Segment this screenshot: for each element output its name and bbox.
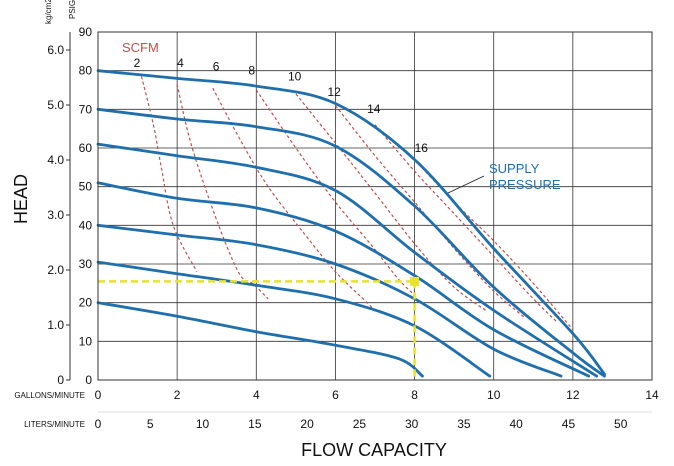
y2-tick-label: 0: [57, 373, 64, 387]
x-tick-label: 8: [411, 388, 418, 402]
scfm-curve-4: [176, 84, 269, 300]
x2-tick-label: 30: [405, 417, 419, 431]
supply-pressure-label-line1: SUPPLY: [489, 161, 540, 176]
x-tick-label: 6: [332, 388, 339, 402]
supply-curve-2: [96, 107, 606, 378]
x2-tick-label: 0: [95, 417, 102, 431]
y2-tick-label: 5.0: [47, 98, 64, 112]
x2-tick-label: 5: [147, 417, 154, 431]
supply-pressure-curves: [96, 69, 606, 378]
x2-unit-label: LITERS/MINUTE: [24, 420, 85, 429]
y-tick-label: 80: [79, 64, 93, 78]
y-tick-label: 90: [79, 25, 93, 39]
scfm-curve-14: [374, 124, 558, 323]
x-tick-label: 4: [253, 388, 260, 402]
supply-curve-3: [96, 142, 598, 378]
x-unit-label: GALLONS/MINUTE: [14, 391, 85, 400]
scfm-curve-10: [295, 93, 487, 311]
y2-tick-label: 4.0: [47, 153, 64, 167]
supply-pressure-label-line2: PRESSURE: [489, 177, 561, 192]
supply-pressure-pointer: [447, 175, 485, 194]
y-tick-label: 30: [79, 257, 93, 271]
x-tick-label: 2: [174, 388, 181, 402]
supply-curve-4: [96, 181, 591, 378]
y2-tick-label: 6.0: [47, 43, 64, 57]
y2-tick-label: 2.0: [47, 263, 64, 277]
y-tick-label: 0: [85, 373, 92, 387]
scfm-curve-label-6: 6: [213, 60, 220, 74]
scfm-curve-label-12: 12: [328, 85, 342, 99]
x2-tick-label: 35: [457, 417, 471, 431]
scfm-curve-label-8: 8: [248, 64, 255, 78]
x-tick-label: 12: [566, 388, 580, 402]
x2-tick-label: 20: [300, 417, 314, 431]
y-tick-label: 60: [79, 141, 93, 155]
plot-frame: [97, 31, 653, 381]
x2-tick-label: 40: [510, 417, 524, 431]
scfm-curve-2: [140, 76, 198, 272]
scfm-curve-label-2: 2: [134, 56, 141, 70]
x2-tick-label: 50: [614, 417, 628, 431]
x-tick-label: 0: [95, 388, 102, 402]
y-unit-label: PSIG: [68, 0, 77, 19]
x2-tick-label: 25: [353, 417, 367, 431]
x-tick-label: 10: [487, 388, 501, 402]
scfm-curve-label-4: 4: [177, 56, 184, 70]
x2-tick-label: 15: [248, 417, 262, 431]
scfm-curve-label-10: 10: [288, 69, 302, 83]
supply-curve-1: [96, 69, 606, 376]
highlight-point: [410, 276, 420, 286]
y2-tick-label: 3.0: [47, 208, 64, 222]
scfm-curve-label-14: 14: [367, 102, 381, 116]
x2-tick-label: 45: [562, 417, 576, 431]
supply-curve-6: [96, 260, 492, 378]
y-tick-label: 50: [79, 180, 93, 194]
supply-curve-5: [96, 223, 563, 378]
y-tick-label: 10: [79, 334, 93, 348]
x2-tick-label: 10: [196, 417, 210, 431]
scfm-curves: 2 4 6 8 10 12 14 16: [134, 56, 574, 331]
x-tick-label: 14: [645, 388, 659, 402]
y2-unit-label: kg/cm2: [44, 0, 53, 24]
y-tick-label: 70: [79, 102, 93, 116]
y-axis-title: HEAD: [11, 174, 31, 224]
supply-curve-7: [96, 301, 424, 378]
x-axis-title: FLOW CAPACITY: [301, 440, 447, 460]
y-tick-label: 40: [79, 218, 93, 232]
scfm-curve-6: [212, 87, 376, 311]
y2-tick-label: 1.0: [47, 318, 64, 332]
scfm-curve-label-16: 16: [415, 141, 429, 155]
scfm-label: SCFM: [122, 40, 159, 55]
y-tick-label: 20: [79, 296, 93, 310]
